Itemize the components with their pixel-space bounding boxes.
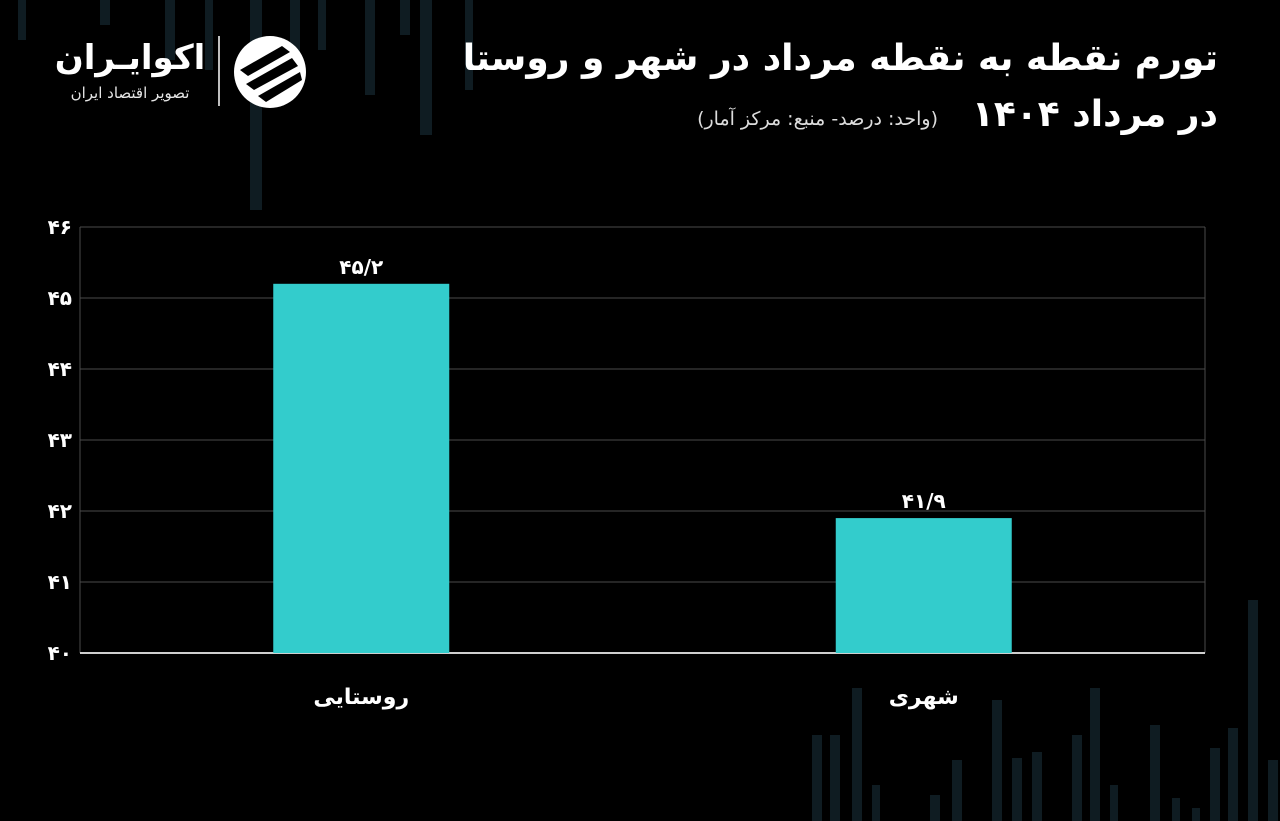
- category-labels: روستایی شهری: [313, 685, 958, 710]
- chart-subtitle: (واحد: درصد- منبع: مرکز آمار): [697, 108, 938, 130]
- y-tick-label: ۴۳: [48, 428, 72, 452]
- y-axis-ticks: ۴۰ ۴۱ ۴۲ ۴۳ ۴۴ ۴۵ ۴۶: [48, 215, 72, 665]
- bar: [273, 283, 450, 653]
- grid-lines: [79, 226, 1206, 654]
- value-labels: ۴۵/۲ ۴۱/۹: [339, 255, 945, 513]
- brand-name: اکوایـران: [54, 38, 206, 78]
- y-tick-label: ۴۵: [48, 286, 72, 310]
- bars: [273, 283, 1012, 653]
- category-label: شهری: [889, 685, 959, 710]
- bar: [835, 518, 1012, 653]
- brand-tagline: تصویر اقتصاد ایران: [70, 84, 190, 102]
- data-label: ۴۵/۲: [339, 255, 383, 279]
- chart-title-line1: تورم نقطه به نقطه مرداد در شهر و روستا: [462, 38, 1218, 79]
- y-tick-label: ۴۴: [48, 357, 72, 381]
- data-label: ۴۱/۹: [902, 489, 946, 513]
- y-tick-label: ۴۰: [48, 641, 72, 665]
- y-tick-label: ۴۶: [48, 215, 72, 239]
- brand-logo-icon: [234, 36, 306, 108]
- y-tick-label: ۴۲: [48, 499, 72, 523]
- logo-divider: [218, 36, 220, 106]
- category-label: روستایی: [313, 685, 409, 710]
- chart-title-line2: در مرداد ۱۴۰۴: [971, 94, 1218, 135]
- y-tick-label: ۴۱: [48, 570, 72, 594]
